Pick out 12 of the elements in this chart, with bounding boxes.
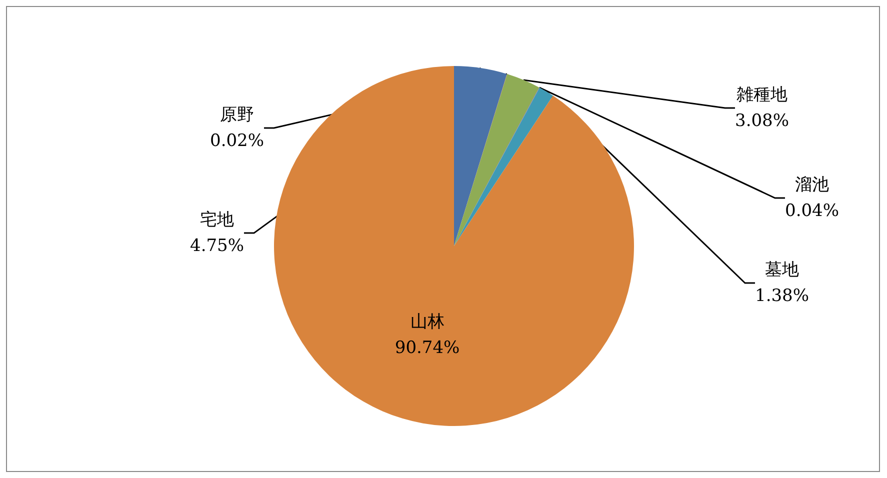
- slice-label: 原野: [220, 105, 254, 125]
- slice-label: 墓地: [765, 260, 799, 280]
- slice-label: 雑種地: [736, 85, 788, 105]
- data-label: 0.04%: [784, 201, 840, 221]
- data-label: 90.74%: [394, 338, 460, 358]
- slice-label: 宅地: [200, 210, 234, 230]
- data-label: 4.75%: [190, 236, 244, 256]
- data-label: 1.38%: [754, 286, 810, 306]
- data-label: 3.08%: [734, 111, 790, 131]
- slice-label: 山林: [410, 312, 444, 332]
- data-label: 0.02%: [210, 131, 264, 151]
- slice-label: 溜池: [795, 175, 829, 195]
